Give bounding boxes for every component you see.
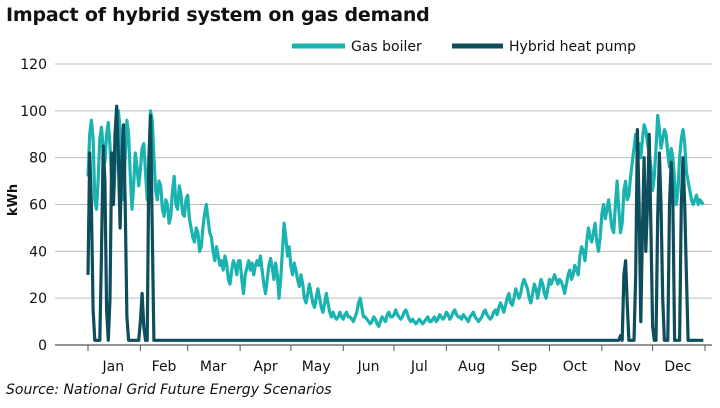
x-tick-nov: Nov — [614, 359, 641, 375]
y-tick-20: 20 — [29, 291, 47, 307]
series-lines — [86, 104, 705, 342]
y-tick-labels: 0 20 40 60 80 100 120 — [20, 57, 47, 354]
y-tick-0: 0 — [38, 338, 47, 354]
y-tick-40: 40 — [29, 244, 47, 260]
x-tick-feb: Feb — [152, 359, 177, 375]
legend: Gas boiler Hybrid heat pump — [292, 39, 636, 55]
source-note: Source: National Grid Future Energy Scen… — [6, 382, 332, 398]
x-axis: Jan Feb Mar Apr May Jun Jul Aug Sep Oct Nov Dec — [55, 344, 712, 375]
y-axis-label: kWh — [6, 184, 21, 216]
x-tick-aug: Aug — [458, 359, 485, 375]
x-tick-jan: Jan — [102, 359, 125, 375]
x-tick-jul: Jul — [410, 359, 428, 375]
x-tick-oct: Oct — [563, 359, 588, 375]
x-tick-dec: Dec — [664, 359, 691, 375]
y-tick-80: 80 — [29, 151, 47, 167]
x-tick-jun: Jun — [357, 359, 380, 375]
x-tick-apr: Apr — [253, 359, 277, 375]
x-tick-mar: Mar — [200, 359, 227, 375]
series-line-hybrid-heat-pump — [86, 104, 704, 342]
series-line-gas-boiler — [86, 109, 705, 328]
page-title: Impact of hybrid system on gas demand — [6, 4, 430, 26]
y-tick-60: 60 — [29, 198, 47, 214]
y-tick-120: 120 — [20, 57, 47, 73]
legend-label-gas-boiler: Gas boiler — [351, 39, 422, 55]
x-tick-may: May — [302, 359, 331, 375]
legend-label-hybrid-heat-pump: Hybrid heat pump — [509, 39, 636, 55]
x-tick-sep: Sep — [511, 359, 538, 375]
y-tick-100: 100 — [20, 104, 47, 120]
